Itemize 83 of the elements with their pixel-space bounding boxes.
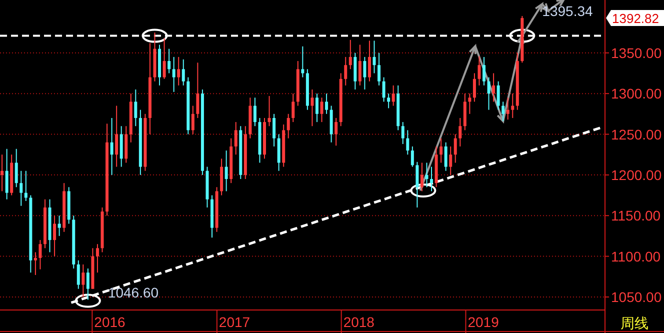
y-tick-label: 1200.00 bbox=[611, 166, 662, 183]
candlestick bbox=[440, 138, 443, 164]
candlestick bbox=[444, 142, 448, 172]
candlestick bbox=[344, 56, 348, 86]
y-tick-label: 1100.00 bbox=[611, 248, 661, 264]
y-tick-label: 1300.00 bbox=[611, 86, 662, 102]
candlestick bbox=[410, 146, 414, 168]
candlestick bbox=[224, 150, 228, 192]
y-tick-label: 1050.00 bbox=[611, 288, 662, 305]
candlestick bbox=[416, 161, 419, 208]
candlestick bbox=[24, 170, 28, 202]
candlestick bbox=[325, 93, 328, 114]
candlestick bbox=[115, 105, 118, 168]
candlestick bbox=[162, 38, 166, 80]
candlestick bbox=[234, 122, 238, 156]
candlestick bbox=[191, 105, 194, 135]
candlestick bbox=[368, 40, 371, 82]
candlestick bbox=[292, 93, 295, 123]
candlestick bbox=[310, 89, 314, 127]
candlestick bbox=[334, 117, 338, 146]
candlestick bbox=[382, 76, 386, 102]
candlestick bbox=[387, 93, 390, 109]
candlestick bbox=[392, 84, 395, 106]
candlestick bbox=[110, 117, 114, 176]
candlestick bbox=[53, 215, 56, 257]
candlestick bbox=[468, 93, 472, 114]
x-tick-label: 2017 bbox=[218, 314, 250, 330]
candlestick bbox=[511, 93, 514, 118]
candlestick bbox=[478, 56, 481, 86]
candlestick bbox=[96, 244, 99, 274]
y-tick-label: 1250.00 bbox=[611, 126, 662, 142]
x-tick-label: 2016 bbox=[94, 314, 126, 330]
candlestick bbox=[315, 93, 318, 123]
price-tag: 1392.82 bbox=[606, 10, 664, 26]
candlestick bbox=[378, 52, 381, 86]
text: 周线 bbox=[620, 315, 648, 331]
candlestick bbox=[496, 80, 500, 110]
candlestick bbox=[401, 122, 404, 145]
annotation: 1395.34 bbox=[542, 2, 593, 19]
candlestick bbox=[286, 113, 290, 139]
candlestick bbox=[506, 97, 510, 120]
candlestick bbox=[38, 240, 42, 270]
candlestick bbox=[458, 117, 462, 147]
candlestick bbox=[482, 56, 486, 86]
x-tick-label: 2018 bbox=[343, 314, 375, 330]
candlestick bbox=[14, 148, 18, 188]
candlestick bbox=[372, 40, 376, 74]
candlestick bbox=[182, 58, 185, 86]
candlestick bbox=[454, 134, 457, 164]
candlestick bbox=[0, 154, 4, 192]
candlestick bbox=[168, 48, 171, 74]
candlestick bbox=[20, 170, 23, 206]
candlestick bbox=[348, 39, 352, 70]
x-tick-label: 2019 bbox=[468, 314, 500, 330]
candlestick bbox=[272, 113, 276, 147]
candlestick bbox=[449, 146, 452, 176]
candlestick bbox=[502, 101, 505, 122]
candlestick bbox=[425, 162, 428, 188]
candlestick bbox=[86, 268, 90, 300]
candlestick bbox=[134, 89, 138, 127]
candlestick bbox=[406, 130, 410, 156]
annotation: 1046.60 bbox=[108, 284, 159, 301]
candlestick bbox=[487, 76, 490, 110]
candlestick bbox=[82, 264, 85, 298]
candlestick bbox=[420, 162, 424, 192]
candlestick bbox=[76, 260, 80, 290]
candlestick bbox=[430, 166, 434, 192]
candlestick bbox=[5, 148, 8, 200]
candlestick bbox=[58, 215, 61, 236]
candlestick bbox=[196, 62, 200, 118]
candlestick bbox=[301, 46, 304, 78]
candlestick bbox=[472, 72, 476, 102]
candlestick bbox=[320, 97, 324, 123]
candlestick bbox=[177, 56, 180, 86]
candlestick bbox=[358, 44, 362, 86]
candlestick bbox=[253, 97, 256, 127]
candlestick bbox=[172, 56, 176, 92]
candlestick bbox=[268, 96, 271, 127]
candlestick bbox=[492, 72, 496, 102]
y-tick-label: 1150.00 bbox=[611, 208, 661, 224]
y-tick-label: 1350.00 bbox=[611, 44, 662, 61]
candlestick bbox=[363, 56, 366, 90]
candlestick bbox=[34, 252, 37, 276]
